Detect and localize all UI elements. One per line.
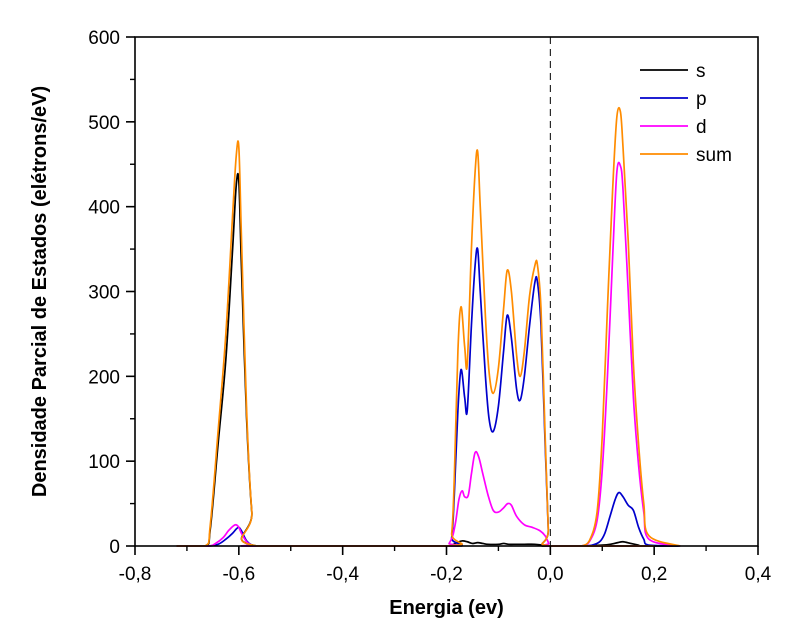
y-tick-label: 0	[109, 537, 120, 558]
y-tick-label: 100	[88, 452, 120, 473]
x-tick-label: -0,2	[430, 564, 463, 585]
legend-label-sum: sum	[696, 145, 732, 166]
series-layer	[176, 107, 681, 547]
x-axis-label: Energia (ev)	[389, 597, 503, 619]
series-line-d	[176, 161, 681, 547]
y-tick-label: 300	[88, 283, 120, 304]
y-tick-label: 400	[88, 198, 120, 219]
y-tick-label: 500	[88, 113, 120, 134]
legend-label-p: p	[696, 89, 707, 110]
legend: spd sum	[640, 61, 732, 166]
x-tick-label: -0,8	[119, 564, 152, 585]
x-tick-label: -0,6	[222, 564, 255, 585]
y-tick-label: 600	[88, 28, 120, 49]
x-axis-ticks: -0,8 -0,6 -0,4 -0,2 0,0 0,2 0,4	[119, 546, 772, 585]
legend-label-s: s	[696, 61, 706, 82]
series-line-sum	[176, 107, 681, 547]
x-tick-label: 0,2	[641, 564, 667, 585]
legend-label-d: d	[696, 117, 707, 138]
y-axis-label: Densidade Parcial de Estados (elétrons/e…	[29, 86, 51, 497]
y-tick-label: 200	[88, 367, 120, 388]
x-tick-label: 0,0	[537, 564, 563, 585]
series-line-p	[176, 247, 681, 547]
x-tick-label: -0,4	[326, 564, 359, 585]
x-tick-label: 0,4	[745, 564, 772, 585]
y-axis-ticks: 0 100 200 300 400 500 600	[88, 28, 135, 558]
